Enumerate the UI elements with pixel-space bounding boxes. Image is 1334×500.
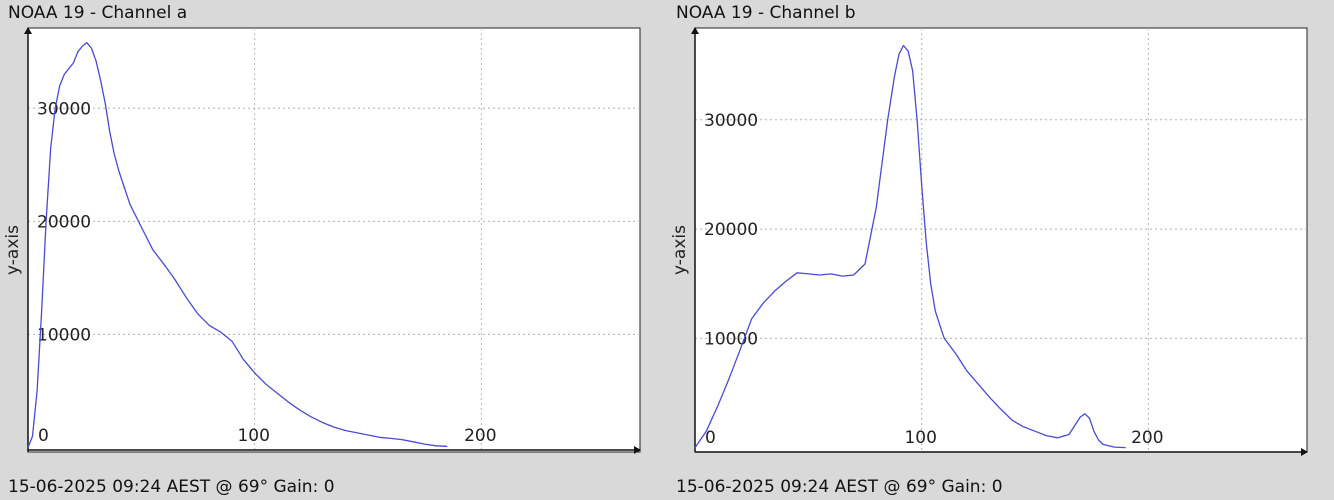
- y-tick-label: 20000: [37, 212, 91, 232]
- series-line: [27, 42, 448, 448]
- y-axis-arrow: [24, 27, 32, 34]
- y-tick-label: 30000: [37, 99, 91, 119]
- chart-panel-b: NOAA 19 - Channel b 30000 20000 10000 0 100 2…: [668, 0, 1334, 500]
- y-axis-label: y-axis: [670, 225, 690, 275]
- y-tick-label: 10000: [37, 325, 91, 345]
- x-axis-arrow: [634, 446, 641, 454]
- status-line: 15-06-2025 09:24 AEST @ 69° Gain: 0⁩: [8, 477, 335, 497]
- series-line: [694, 44, 1126, 449]
- chart-title: NOAA 19 - Channel a: [8, 3, 188, 23]
- x-tick-label: 100: [904, 428, 936, 448]
- chart-panel-a: NOAA 19 - Channel a 30000 20000 10000 0 100 2…: [0, 0, 664, 500]
- x-tick-label: 0: [705, 428, 716, 448]
- y-tick-label: 10000: [704, 329, 758, 349]
- chart-title: NOAA 19 - Channel b: [676, 3, 856, 23]
- plot-area: [27, 27, 641, 453]
- x-axis-arrow: [1301, 448, 1308, 456]
- x-tick-label: 200: [464, 426, 496, 446]
- y-axis-label: y-axis: [3, 225, 23, 275]
- chart-svg-b: 30000 20000 10000 0 100 200 y-axis: [670, 27, 1308, 456]
- x-tick-label: 0: [38, 426, 49, 446]
- x-tick-label: 100: [237, 426, 269, 446]
- chart-svg-a: 30000 20000 10000 0 100 200 y-axis: [3, 27, 641, 454]
- status-line: 15-06-2025 09:24 AEST @ 69° Gain: 0⁩: [676, 477, 1003, 497]
- plot-area: [694, 27, 1308, 453]
- y-tick-label: 30000: [704, 111, 758, 131]
- y-axis-arrow: [691, 27, 699, 34]
- y-tick-label: 20000: [704, 220, 758, 240]
- x-tick-label: 200: [1131, 428, 1163, 448]
